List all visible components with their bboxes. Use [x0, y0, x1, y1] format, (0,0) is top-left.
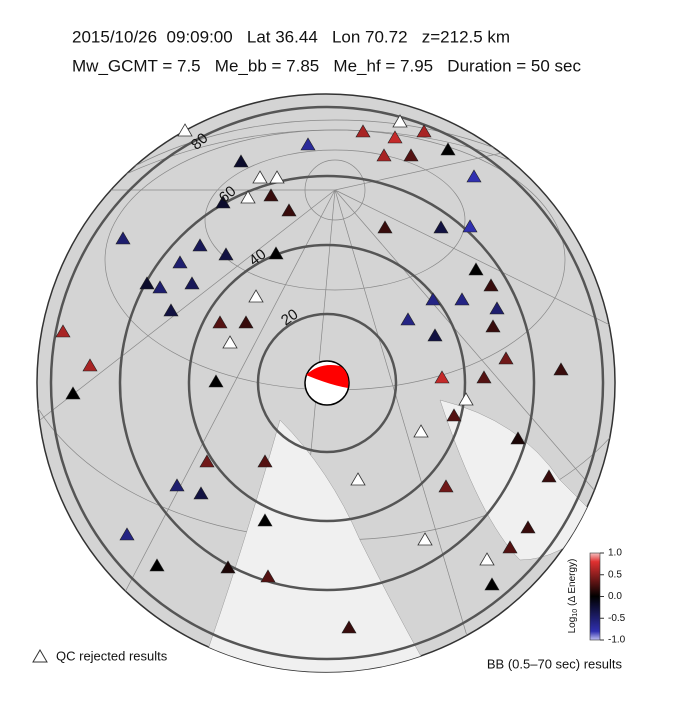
- colorbar-scale: [589, 552, 601, 641]
- colorbar-tick-label: -1.0: [608, 635, 626, 646]
- station: [163, 303, 179, 317]
- station: [376, 148, 392, 162]
- station: [193, 486, 209, 500]
- station: [434, 370, 450, 384]
- colorbar: Log10 (Δ Energy) 1.0 0.5 0.0 -0.5 -1.0: [567, 548, 626, 646]
- station: [149, 558, 165, 572]
- station: [446, 408, 462, 422]
- station: [119, 527, 135, 541]
- station: [233, 154, 249, 168]
- station: [433, 220, 449, 234]
- graticule: [37, 119, 615, 672]
- station: [169, 478, 185, 492]
- colorbar-label: Log10 (Δ Energy): [567, 559, 579, 634]
- station: [152, 280, 168, 294]
- header-line: 2015/10/26 09:09:00 Lat 36.44 Lon 70.72 …: [72, 27, 510, 46]
- label-sub: 10: [572, 609, 579, 617]
- station: [403, 148, 419, 162]
- station: [427, 328, 443, 342]
- station: [260, 569, 276, 583]
- station: [172, 255, 188, 269]
- station: [387, 130, 403, 144]
- station: [416, 124, 432, 138]
- station: [468, 262, 484, 276]
- station: [553, 362, 569, 376]
- legend-text: BB (0.5–70 sec) results: [487, 656, 623, 671]
- station: [489, 301, 505, 315]
- station: [215, 195, 231, 209]
- station: [208, 374, 224, 388]
- station: [466, 169, 482, 183]
- station: [268, 246, 284, 260]
- station: [218, 247, 234, 261]
- station: [454, 292, 470, 306]
- label-part: (Δ Energy): [567, 559, 578, 606]
- station: [510, 431, 526, 445]
- header-line: Mw_GCMT = 7.5 Me_bb = 7.85 Me_hf = 7.95 …: [72, 56, 582, 75]
- distance-ring: [256, 312, 398, 454]
- legend-text: QC rejected results: [56, 648, 168, 663]
- station: [355, 124, 371, 138]
- ring-label: 20: [278, 306, 301, 329]
- station: [55, 324, 71, 338]
- station: [484, 577, 500, 591]
- station: [184, 276, 200, 290]
- station: [212, 315, 228, 329]
- label-part: Log: [567, 617, 578, 634]
- station: [438, 479, 454, 493]
- station: [341, 620, 357, 634]
- station: [541, 469, 557, 483]
- station: [377, 220, 393, 234]
- station: [498, 351, 514, 365]
- station: [139, 276, 155, 290]
- ocean: [199, 399, 601, 672]
- colorbar-tick-label: 0.5: [608, 569, 622, 580]
- beachball: [304, 360, 350, 406]
- station: [220, 560, 236, 574]
- station: [257, 454, 273, 468]
- station: [440, 142, 456, 156]
- distance-ring: [187, 243, 467, 523]
- distance-ring: [49, 105, 605, 661]
- stations: [55, 124, 569, 634]
- colorbar-tick-label: 0.0: [608, 591, 622, 602]
- legend-symbol: [32, 649, 48, 663]
- globe: [36, 93, 616, 673]
- station: [462, 219, 478, 233]
- station: [483, 278, 499, 292]
- station: [300, 137, 316, 151]
- station: [281, 203, 297, 217]
- rejected-stations: [177, 114, 495, 566]
- station: [257, 513, 273, 527]
- station: [400, 312, 416, 326]
- station: [115, 231, 131, 245]
- station: [502, 540, 518, 554]
- colorbar-tick-label: 1.0: [608, 548, 622, 559]
- station: [65, 386, 81, 400]
- station: [425, 292, 441, 306]
- colorbar-tick-label: -0.5: [608, 613, 626, 624]
- station: [82, 358, 98, 372]
- station: [192, 238, 208, 252]
- distance-ring: [118, 174, 536, 592]
- station: [238, 315, 254, 329]
- station: [485, 319, 501, 333]
- rings: [49, 105, 605, 661]
- station: [263, 188, 279, 202]
- station: [476, 370, 492, 384]
- station: [199, 454, 215, 468]
- ring-label: 40: [246, 246, 270, 270]
- station: [520, 520, 536, 534]
